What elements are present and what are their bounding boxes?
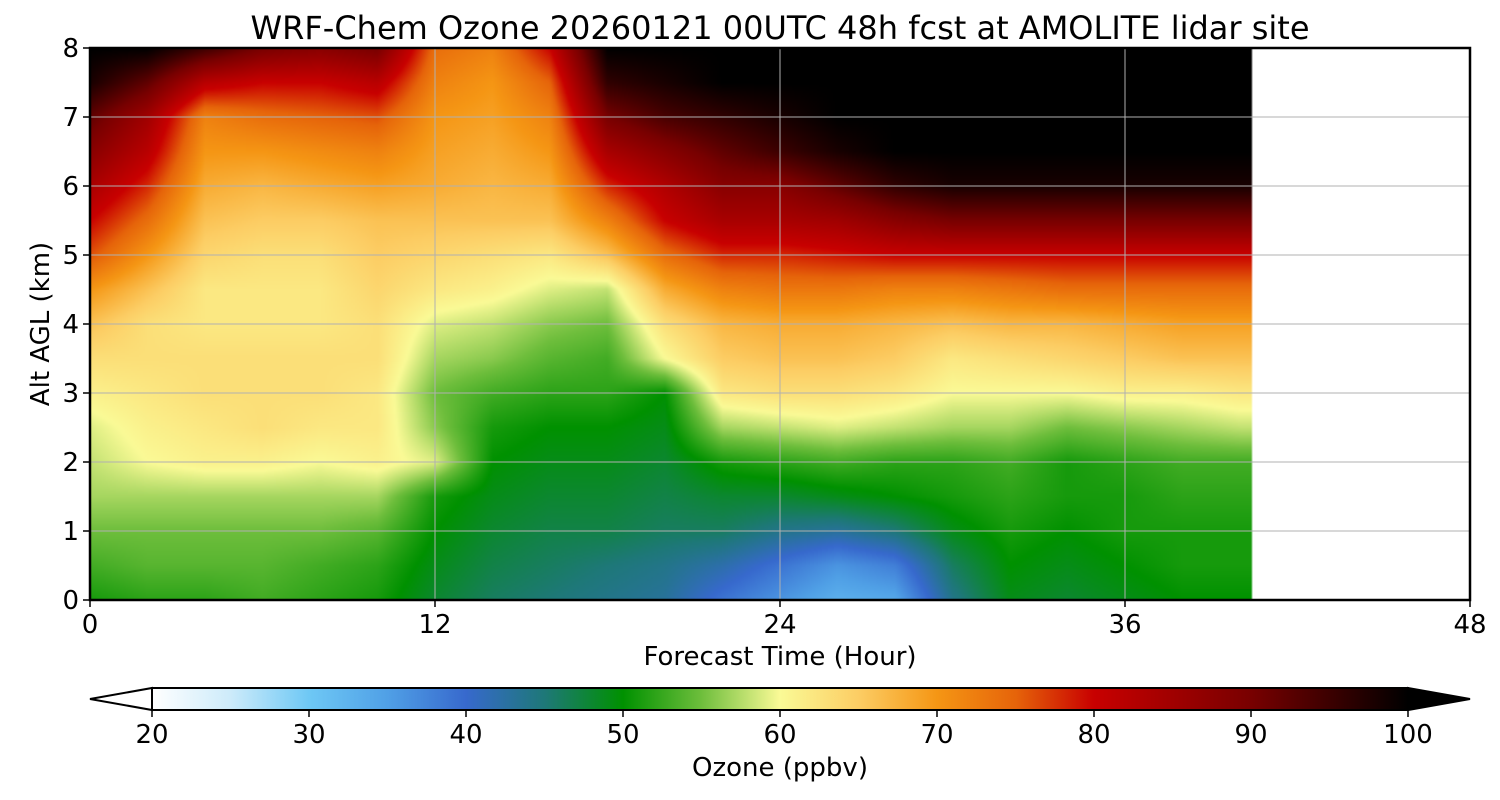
y-axis-ticks: 0 1 2 3 4 5 6 7 8 — [62, 34, 90, 616]
y-tick-label: 8 — [62, 34, 79, 64]
y-tick-label: 3 — [62, 379, 79, 409]
colorbar-tick-label: 20 — [135, 720, 168, 750]
colorbar-tick-label: 70 — [920, 720, 953, 750]
chart-title: WRF-Chem Ozone 20260121 00UTC 48h fcst a… — [250, 9, 1309, 47]
x-tick-label: 0 — [82, 610, 99, 640]
colorbar-extend-low — [89, 686, 153, 712]
colorbar-tick-label: 30 — [292, 720, 325, 750]
x-axis-ticks: 0 12 24 36 48 — [82, 600, 1487, 640]
y-tick-label: 6 — [62, 172, 79, 202]
x-tick-label: 12 — [418, 610, 451, 640]
y-tick-label: 2 — [62, 448, 79, 478]
colorbar: 20 30 40 50 60 70 80 90 100 Ozone (ppbv) — [89, 686, 1471, 783]
x-axis-label: Forecast Time (Hour) — [643, 642, 916, 672]
colorbar-tick-label: 80 — [1077, 720, 1110, 750]
colorbar-tick-label: 90 — [1234, 720, 1267, 750]
y-tick-label: 5 — [62, 241, 79, 271]
y-tick-label: 7 — [62, 103, 79, 133]
colorbar-tick-label: 100 — [1383, 720, 1433, 750]
x-tick-label: 24 — [763, 610, 796, 640]
plot-area — [88, 46, 1472, 602]
x-tick-label: 36 — [1108, 610, 1141, 640]
colorbar-ticks: 20 30 40 50 60 70 80 90 100 — [135, 710, 1433, 750]
colorbar-tick-label: 50 — [606, 720, 639, 750]
colorbar-tick-label: 60 — [763, 720, 796, 750]
colorbar-bar — [152, 688, 1408, 710]
y-tick-label: 4 — [62, 310, 79, 340]
x-tick-label: 48 — [1453, 610, 1486, 640]
y-axis-label: Alt AGL (km) — [26, 242, 56, 406]
y-tick-label: 1 — [62, 517, 79, 547]
y-tick-label: 0 — [62, 586, 79, 616]
colorbar-label: Ozone (ppbv) — [692, 753, 868, 783]
colorbar-tick-label: 40 — [449, 720, 482, 750]
colorbar-extend-high — [1407, 686, 1471, 712]
